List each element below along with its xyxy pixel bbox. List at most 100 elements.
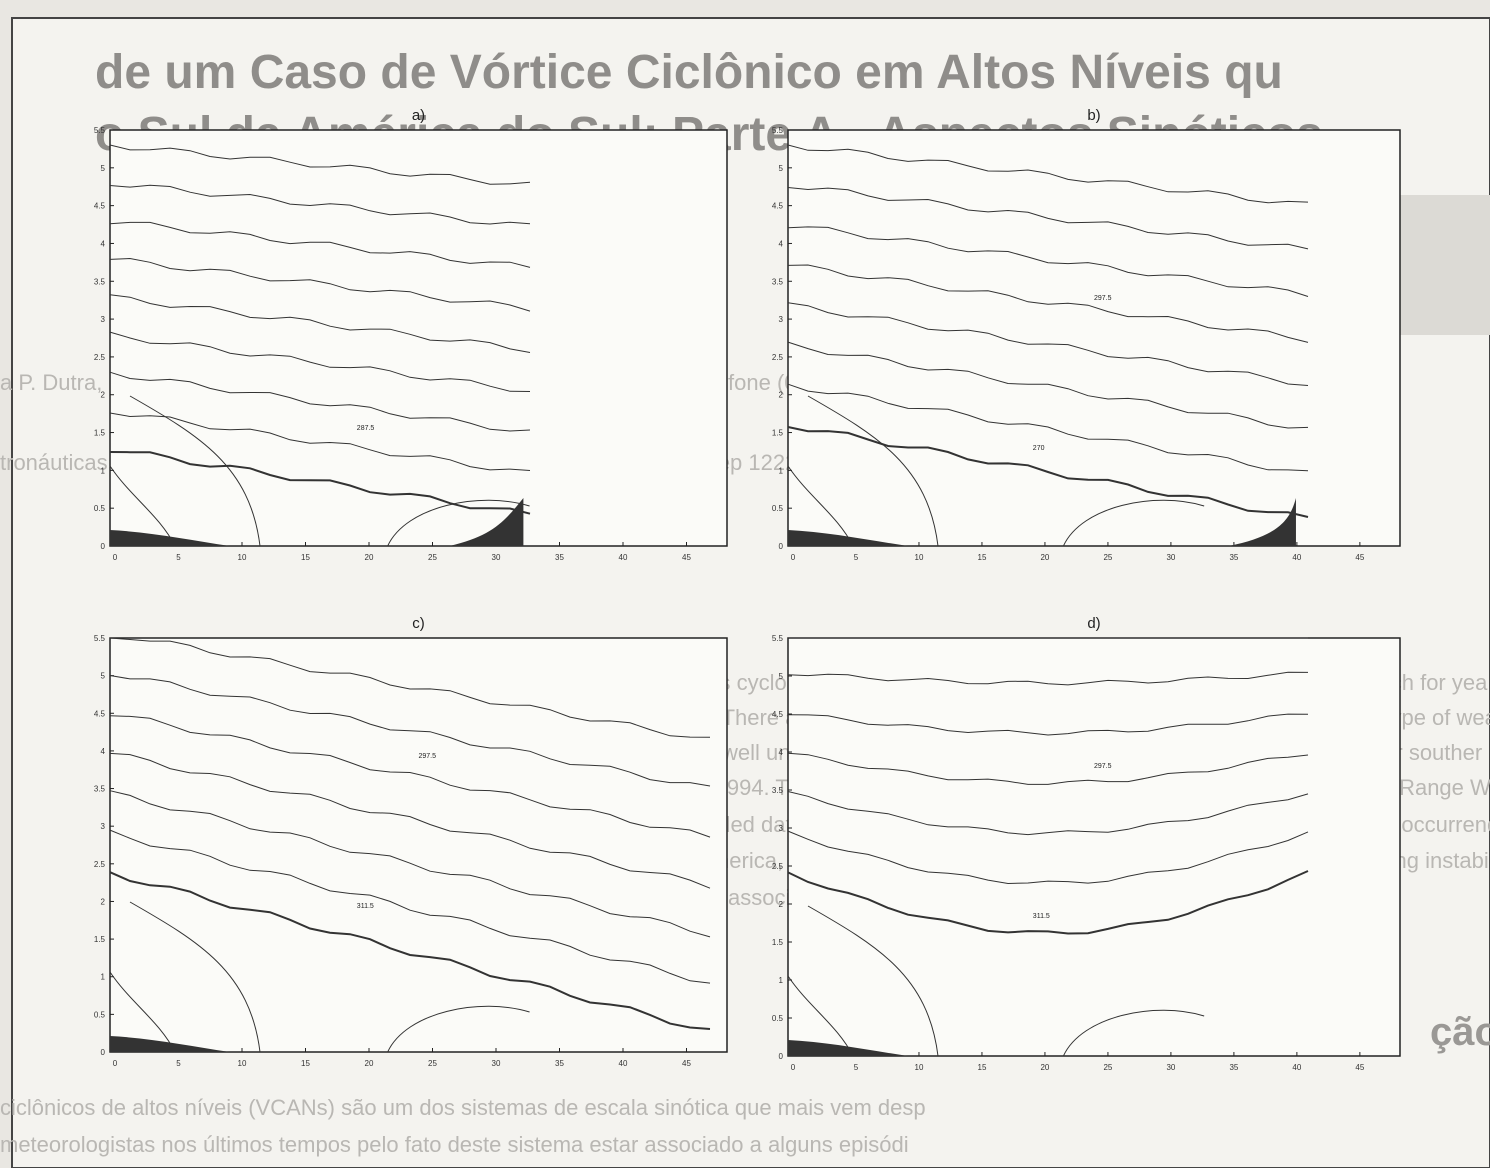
y-tick-label: 5 [779, 672, 784, 681]
x-tick-label: 45 [1355, 1063, 1364, 1072]
y-tick-label: 2.5 [772, 353, 784, 362]
panel-label: b) [1087, 107, 1100, 124]
x-tick-label: 10 [915, 1063, 924, 1072]
y-tick-label: 3.5 [94, 785, 106, 794]
plot-panel: a) 0 0.5 1 1.5 2 2.5 3 3.5 4 4.5 5 5.5 0 5 10 15 20 25 30 35… [94, 107, 728, 562]
contour-line [109, 371, 531, 432]
y-tick-label: 5 [779, 164, 784, 173]
contour-line [109, 221, 531, 268]
contour-line [109, 829, 711, 984]
contour-line [1062, 1009, 1205, 1057]
contour-line [787, 302, 1309, 386]
y-tick-label: 3 [101, 822, 106, 831]
plot-frame [109, 129, 728, 547]
y-tick-label: 1 [779, 466, 784, 475]
contour-line [109, 412, 531, 471]
y-tick-label: 2 [101, 391, 106, 400]
contour-line [1062, 499, 1205, 547]
contour-line [787, 830, 1309, 885]
terrain [788, 1040, 908, 1056]
contour-line [787, 870, 1309, 935]
y-tick-label: 4 [779, 239, 784, 248]
x-tick-label: 25 [428, 553, 437, 562]
contour-line [787, 713, 1309, 736]
contour-line [787, 144, 1309, 204]
contour-line [787, 341, 1309, 429]
x-tick-label: 25 [1103, 553, 1112, 562]
contour-line [387, 499, 530, 547]
contour-line [109, 715, 711, 838]
y-tick-label: 0.5 [94, 504, 106, 513]
terrain [110, 530, 230, 546]
contour-label: 297.5 [1094, 763, 1112, 770]
contour-line [109, 331, 531, 392]
x-tick-label: 30 [492, 1059, 501, 1068]
ghost-text: ção [1430, 1010, 1490, 1054]
y-tick-label: 5 [101, 672, 106, 681]
x-tick-label: 0 [113, 1059, 118, 1068]
contour-line [387, 1005, 530, 1053]
y-tick-label: 4 [101, 747, 106, 756]
x-tick-label: 30 [1166, 1063, 1175, 1072]
x-tick-label: 5 [176, 553, 181, 562]
contour-label: 297.5 [419, 753, 437, 760]
plot-frame [109, 637, 728, 1053]
contour-label: 287.5 [357, 425, 375, 432]
x-tick-label: 5 [176, 1059, 181, 1068]
terrain [1228, 498, 1296, 546]
contour-line [109, 790, 711, 938]
y-tick-label: 3.5 [772, 786, 784, 795]
y-tick-label: 2.5 [772, 862, 784, 871]
x-tick-label: 20 [365, 553, 374, 562]
contour-line [807, 395, 939, 547]
contour-line [109, 675, 711, 787]
y-tick-label: 2 [779, 391, 784, 400]
x-tick-label: 20 [365, 1059, 374, 1068]
panel-label: a) [412, 107, 425, 124]
y-tick-label: 1.5 [772, 429, 784, 438]
x-tick-label: 5 [854, 553, 859, 562]
x-tick-label: 20 [1040, 553, 1049, 562]
contour-line [807, 905, 939, 1057]
x-tick-label: 25 [1103, 1063, 1112, 1072]
x-tick-label: 40 [619, 553, 628, 562]
plot-frame [787, 129, 1401, 547]
x-tick-label: 15 [301, 553, 310, 562]
contour-label: 297.5 [1094, 295, 1112, 302]
plot-panel: b) 0 0.5 1 1.5 2 2.5 3 3.5 4 4.5 5 5.5 0 5 10 15 20 25 30 35… [772, 107, 1401, 562]
contour-line [787, 791, 1309, 836]
y-tick-label: 0 [779, 542, 784, 551]
y-tick-label: 1 [101, 973, 106, 982]
x-tick-label: 40 [1292, 553, 1301, 562]
terrain [788, 530, 908, 546]
terrain [110, 1036, 230, 1052]
ghost-text: ciclônicos de altos níveis (VCANs) são u… [0, 1095, 926, 1120]
y-tick-label: 4.5 [772, 710, 784, 719]
contour-line [109, 451, 531, 515]
plot-frame [787, 637, 1401, 1057]
y-tick-label: 3 [101, 315, 106, 324]
y-tick-label: 1.5 [772, 938, 784, 947]
y-tick-label: 4 [101, 239, 106, 248]
x-tick-label: 0 [791, 553, 796, 562]
x-tick-label: 30 [1166, 553, 1175, 562]
x-tick-label: 0 [791, 1063, 796, 1072]
x-tick-label: 10 [915, 553, 924, 562]
x-tick-label: 10 [238, 553, 247, 562]
contour-label: 311.5 [357, 903, 374, 910]
y-tick-label: 0 [101, 1048, 106, 1057]
ghost-title: de um Caso de Vórtice Ciclônico em Altos… [95, 46, 1283, 99]
x-tick-label: 5 [854, 1063, 859, 1072]
x-tick-label: 40 [619, 1059, 628, 1068]
x-tick-label: 40 [1292, 1063, 1301, 1072]
panel-label: d) [1087, 615, 1100, 632]
y-tick-label: 3 [779, 824, 784, 833]
x-tick-label: 35 [1229, 1063, 1238, 1072]
contour-line [109, 257, 531, 312]
contour-line [787, 426, 1309, 518]
y-tick-label: 0.5 [94, 1010, 106, 1019]
contour-line [109, 752, 711, 889]
contour-line [109, 294, 531, 353]
x-tick-label: 10 [238, 1059, 247, 1068]
